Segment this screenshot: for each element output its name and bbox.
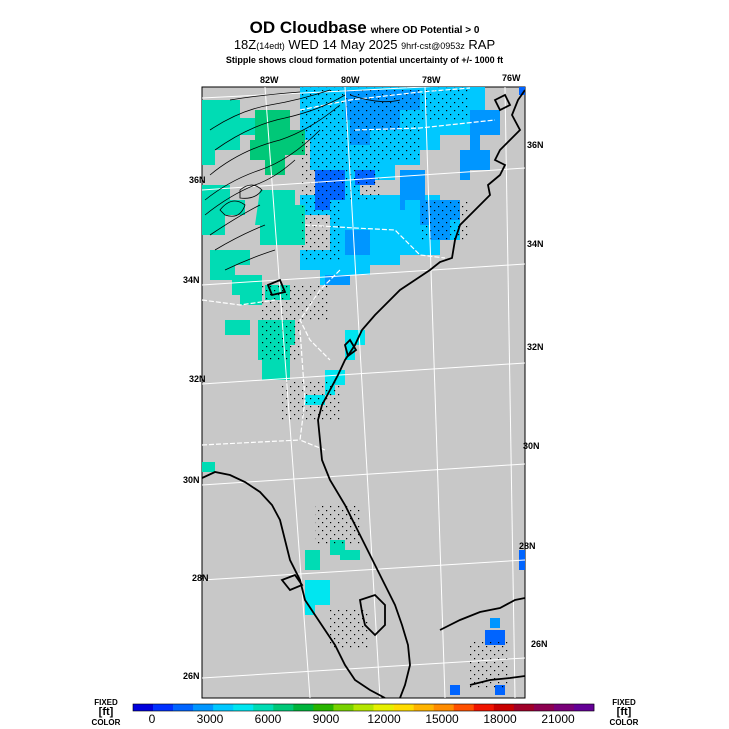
lon-label-76w: 76W bbox=[502, 73, 521, 83]
lat-label-left-26n: 26N bbox=[183, 671, 200, 681]
cell-blue-4 bbox=[400, 170, 425, 210]
cell-green-9 bbox=[225, 320, 250, 335]
cell-keys-2 bbox=[490, 618, 500, 628]
cell-blue-8 bbox=[345, 230, 370, 255]
colorbar-tick-label: 9000 bbox=[312, 712, 340, 726]
lat-label-left-30n: 30N bbox=[183, 475, 200, 485]
model-name: RAP bbox=[468, 37, 496, 52]
cell-fl-4 bbox=[305, 580, 330, 615]
colorbar-tick-label: 3000 bbox=[196, 712, 224, 726]
lat-label-left-32n: 32N bbox=[189, 374, 206, 384]
lat-label-right-26n: 26N bbox=[531, 639, 548, 649]
lat-label-left-36n: 36N bbox=[189, 175, 206, 185]
lat-label-right-36n: 36N bbox=[527, 140, 544, 150]
date: WED 14 May 2025 bbox=[288, 37, 398, 52]
lat-label-right-32n: 32N bbox=[527, 342, 544, 352]
valid-time: 18Z bbox=[233, 37, 257, 52]
cell-fl-2 bbox=[305, 550, 320, 570]
colorbar-right-label: FIXED [ft] COLOR bbox=[609, 698, 639, 727]
cell-green-3 bbox=[255, 190, 305, 245]
cell-blue-7 bbox=[460, 150, 490, 180]
title-note: where OD Potential > 0 bbox=[370, 25, 480, 36]
coastlines bbox=[202, 89, 525, 698]
colorbar-tick-label: 6000 bbox=[254, 712, 282, 726]
lat-label-right-28n: 28N bbox=[519, 541, 536, 551]
lon-label-80w: 80W bbox=[341, 75, 360, 85]
colorbar-tick-label: 18000 bbox=[483, 712, 517, 726]
cell-green-mtn bbox=[250, 110, 305, 175]
chart-title: OD Cloudbase where OD Potential > 0 bbox=[249, 18, 480, 37]
lat-label-right-30n: 30N bbox=[523, 441, 540, 451]
lat-label-left-28n: 28N bbox=[192, 573, 209, 583]
lat-lon-grid bbox=[202, 87, 525, 698]
stipple-regions bbox=[260, 87, 510, 690]
colorbar-tick-label: 0 bbox=[148, 712, 156, 726]
cell-keys-3 bbox=[450, 685, 460, 695]
colorbar-left-label: FIXED [ft] COLOR bbox=[91, 698, 121, 727]
lat-label-left-34n: 34N bbox=[183, 275, 200, 285]
colorbar-tick-label: 15000 bbox=[425, 712, 459, 726]
cell-green-2 bbox=[202, 185, 245, 235]
terrain-contours bbox=[204, 89, 401, 271]
stipple-note: Stipple shows cloud formation potential … bbox=[225, 55, 504, 65]
cell-fl-1 bbox=[202, 462, 215, 472]
forecast-info: 9hrf-cst@0953z bbox=[401, 41, 465, 51]
lon-label-82w: 82W bbox=[260, 75, 279, 85]
local-time: (14edt) bbox=[256, 41, 285, 51]
cell-blue-9 bbox=[325, 275, 350, 285]
time-line: 18Z(14edt) WED 14 May 2025 9hrf-cst@0953… bbox=[0, 37, 729, 52]
lon-label-78w: 78W bbox=[422, 75, 441, 85]
lat-label-right-34n: 34N bbox=[527, 239, 544, 249]
cell-green-5 bbox=[210, 250, 250, 280]
colorbar-tick-label: 12000 bbox=[367, 712, 401, 726]
colorbar-tick-label: 21000 bbox=[541, 712, 575, 726]
